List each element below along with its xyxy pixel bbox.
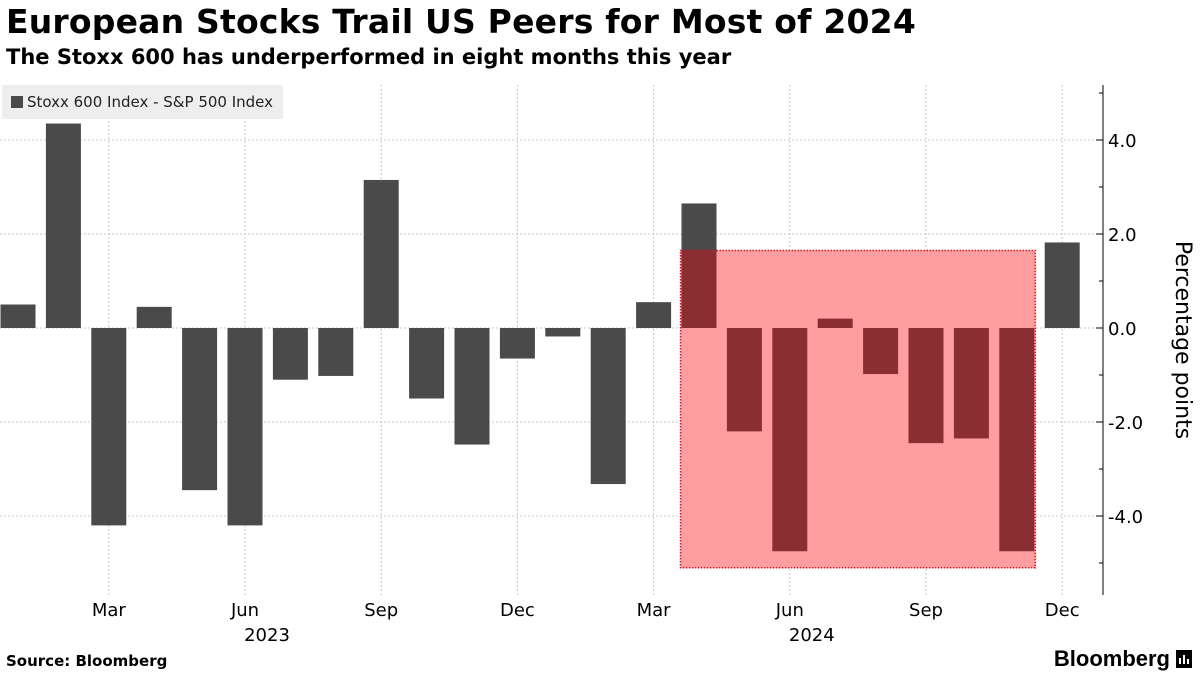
x-tick-label: Jun: [230, 600, 259, 621]
y-axis: 4.0 2.0 0.0 -2.0 -4.0 Percentage points: [1096, 85, 1195, 595]
bar-jun-2024: [772, 328, 808, 552]
bar-mar-2024: [636, 302, 672, 328]
bar-aug-2023: [318, 328, 354, 376]
bar-feb-2024: [590, 328, 626, 485]
y-tick-label: -4.0: [1108, 507, 1143, 528]
brand-logo: Bloomberg: [1054, 646, 1192, 672]
x-year-label: 2023: [244, 625, 290, 646]
highlight-border: [679, 249, 1037, 569]
bar-dec-2024: [1044, 242, 1080, 328]
bar-nov-2024: [999, 328, 1035, 552]
bar-jan-2024: [545, 328, 581, 337]
source-note: Source: Bloomberg: [6, 652, 168, 670]
bar-may-2023: [182, 328, 218, 491]
y-tick-label: 0.0: [1108, 319, 1137, 340]
chart-subtitle: The Stoxx 600 has underperformed in eigh…: [6, 45, 732, 69]
x-tick-label: Sep: [909, 600, 943, 621]
bloomberg-terminal-icon: [1176, 650, 1192, 668]
bar-jul-2024: [817, 318, 853, 328]
bar-jan-2023: [0, 304, 36, 328]
bar-apr-2023: [136, 306, 172, 328]
bar-oct-2023: [409, 328, 445, 399]
x-year-label: 2024: [789, 625, 835, 646]
legend: Stoxx 600 Index - S&P 500 Index: [2, 85, 284, 119]
x-axis: Mar Jun Sep Dec Mar Jun Sep Dec 2023 2024: [92, 600, 1080, 646]
bar-jul-2023: [272, 328, 308, 380]
x-tick-label: Mar: [92, 600, 127, 621]
bar-sep-2024: [908, 328, 944, 444]
bar-may-2024: [726, 328, 762, 432]
y-tick-label: 2.0: [1108, 225, 1137, 246]
chart-title: European Stocks Trail US Peers for Most …: [6, 2, 917, 41]
x-tick-label: Jun: [775, 600, 804, 621]
bar-jun-2023: [227, 328, 263, 526]
x-tick-label: Mar: [637, 600, 672, 621]
y-tick-label: 4.0: [1108, 131, 1137, 152]
y-tick-label: -2.0: [1108, 413, 1143, 434]
x-tick-label: Sep: [364, 600, 398, 621]
x-tick-label: Dec: [1045, 600, 1080, 621]
y-axis-label: Percentage points: [1170, 241, 1195, 439]
bar-oct-2024: [953, 328, 989, 439]
bar-dec-2023: [499, 328, 535, 359]
brand-name: Bloomberg: [1053, 646, 1170, 671]
bar-sep-2023: [363, 179, 399, 328]
legend-swatch: [11, 96, 23, 108]
legend-label: Stoxx 600 Index - S&P 500 Index: [27, 93, 274, 111]
x-tick-label: Dec: [500, 600, 535, 621]
bar-mar-2023: [91, 328, 127, 526]
bar-overlap-tint: [681, 250, 717, 328]
bars: [0, 123, 1080, 569]
bar-nov-2023: [454, 328, 490, 445]
bar-feb-2023: [45, 123, 81, 328]
bar-aug-2024: [863, 328, 899, 375]
